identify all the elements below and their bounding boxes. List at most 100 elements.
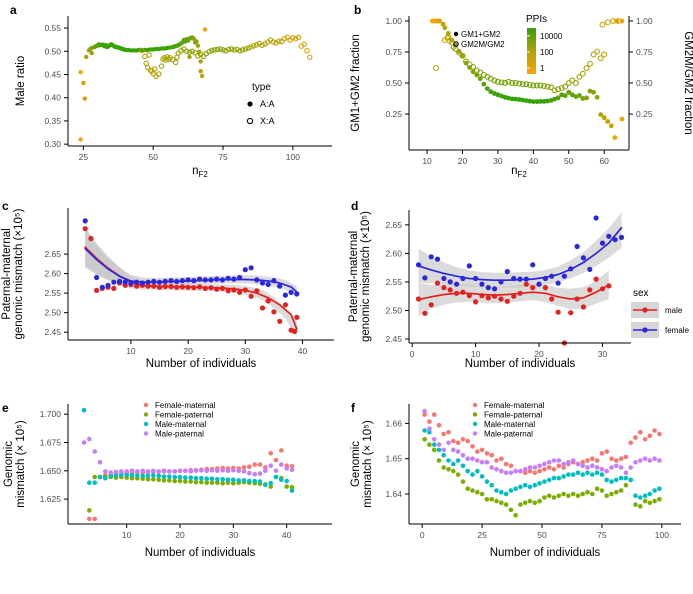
svg-text:1.64: 1.64 <box>385 489 402 499</box>
svg-text:genomic mismatch (×10⁵): genomic mismatch (×10⁵) <box>13 208 25 339</box>
svg-text:1.66: 1.66 <box>385 418 402 428</box>
svg-text:2.50: 2.50 <box>385 305 402 315</box>
svg-text:2.55: 2.55 <box>44 288 61 298</box>
svg-text:Number of individuals: Number of individuals <box>146 358 257 370</box>
svg-text:20: 20 <box>458 156 468 166</box>
svg-text:GM1+GM2 fraction: GM1+GM2 fraction <box>350 34 362 131</box>
svg-text:0.75: 0.75 <box>385 47 402 57</box>
svg-text:0.55: 0.55 <box>44 23 61 33</box>
svg-text:Male-maternal: Male-maternal <box>155 420 206 429</box>
svg-text:100: 100 <box>540 48 554 57</box>
svg-text:0.50: 0.50 <box>636 78 653 88</box>
svg-text:mismatch (× 10⁵): mismatch (× 10⁵) <box>362 420 374 508</box>
panel-e: e 10 20 30 40 1.625 1.650 1.675 1.700 Number of … <box>0 370 347 594</box>
svg-text:Female-maternal: Female-maternal <box>484 401 545 410</box>
svg-text:A:A: A:A <box>260 99 275 109</box>
svg-text:type: type <box>252 82 271 93</box>
panel-b: b 10 20 30 40 50 60 0.25 0.25 0.50 0.50 0.75 0.75 1.… <box>347 0 693 180</box>
svg-text:2.45: 2.45 <box>44 327 61 337</box>
panel-e-plot: 10 20 30 40 1.625 1.650 1.675 1.700 Number of in… <box>3 401 332 559</box>
svg-text:Number of individuals: Number of individuals <box>145 547 256 559</box>
svg-text:PPIs: PPIs <box>526 14 547 25</box>
panel-e-label: e <box>2 401 9 415</box>
svg-text:30: 30 <box>241 346 251 356</box>
svg-text:50: 50 <box>564 156 574 166</box>
svg-text:GM2M/GM2 fraction: GM2M/GM2 fraction <box>682 31 693 135</box>
svg-text:sex: sex <box>633 288 649 299</box>
svg-text:0.25: 0.25 <box>636 109 653 119</box>
svg-text:nF2: nF2 <box>511 165 527 179</box>
svg-text:100: 100 <box>286 152 300 162</box>
svg-text:100: 100 <box>655 530 669 540</box>
svg-text:2.65: 2.65 <box>44 249 61 259</box>
svg-text:1.650: 1.650 <box>40 466 62 476</box>
svg-text:0: 0 <box>410 349 415 359</box>
svg-text:1.675: 1.675 <box>40 437 62 447</box>
svg-text:1: 1 <box>540 64 545 73</box>
svg-text:Number of individuals: Number of individuals <box>490 547 601 559</box>
panel-c-plot: 10 20 30 40 2.45 2.50 2.55 2.60 2.65 Number of in… <box>1 208 334 370</box>
svg-text:10: 10 <box>122 530 132 540</box>
panel-f-plot: 0 25 50 75 100 1.64 1.65 1.66 Number of individu… <box>350 401 681 559</box>
panel-a-label: a <box>10 3 17 17</box>
svg-text:10: 10 <box>471 349 481 359</box>
svg-text:GM2M/GM2: GM2M/GM2 <box>461 40 505 49</box>
svg-text:2.55: 2.55 <box>385 277 402 287</box>
svg-text:30: 30 <box>229 530 239 540</box>
svg-text:40: 40 <box>282 530 292 540</box>
svg-text:2.45: 2.45 <box>385 334 402 344</box>
svg-text:0.40: 0.40 <box>44 93 61 103</box>
svg-text:Female-maternal: Female-maternal <box>155 401 216 410</box>
panel-d-plot: 0 10 20 30 2.45 2.50 2.55 2.60 2.65 Number of ind… <box>348 210 690 370</box>
svg-text:0.75: 0.75 <box>636 47 653 57</box>
svg-text:0.45: 0.45 <box>44 70 61 80</box>
svg-text:10000: 10000 <box>540 32 563 41</box>
svg-text:1.00: 1.00 <box>385 16 402 26</box>
svg-text:20: 20 <box>183 346 193 356</box>
svg-text:1.700: 1.700 <box>40 409 62 419</box>
svg-text:0.35: 0.35 <box>44 116 61 126</box>
svg-text:Paternal-maternal: Paternal-maternal <box>1 228 13 319</box>
svg-text:25: 25 <box>79 152 89 162</box>
svg-text:60: 60 <box>599 156 609 166</box>
panel-c: c 10 20 30 40 2.45 2.50 2.55 2.60 2.65 Number of … <box>0 180 347 370</box>
svg-text:2.60: 2.60 <box>44 269 61 279</box>
svg-text:75: 75 <box>597 530 607 540</box>
svg-text:20: 20 <box>534 349 544 359</box>
svg-text:0.25: 0.25 <box>385 109 402 119</box>
svg-text:Male ratio: Male ratio <box>15 56 27 107</box>
svg-text:Genomic: Genomic <box>3 441 15 487</box>
panel-f-label: f <box>351 401 355 415</box>
panel-c-label: c <box>2 199 9 213</box>
svg-text:10: 10 <box>422 156 432 166</box>
svg-text:nF2: nF2 <box>192 165 208 179</box>
panel-b-plot: 10 20 30 40 50 60 0.25 0.25 0.50 0.50 0.75 0.75 1.00… <box>350 14 693 179</box>
svg-text:X:A: X:A <box>260 116 275 126</box>
svg-text:10: 10 <box>126 346 136 356</box>
svg-text:50: 50 <box>537 530 547 540</box>
svg-text:1.00: 1.00 <box>636 16 653 26</box>
svg-text:2.50: 2.50 <box>44 308 61 318</box>
svg-text:Paternal-maternal: Paternal-maternal <box>348 231 360 322</box>
panel-d: d 0 10 20 30 2.45 2.50 2.55 2.60 2.65 Number of i… <box>347 180 693 370</box>
panel-a: a 25 50 75 100 0.30 0.35 0.40 0.45 0.50 0.55 nF2 Ma… <box>0 0 347 180</box>
svg-text:female: female <box>665 326 690 335</box>
svg-text:0.30: 0.30 <box>44 139 61 149</box>
svg-text:Female-paternal: Female-paternal <box>484 411 542 420</box>
svg-text:2.60: 2.60 <box>385 248 402 258</box>
panel-a-plot: 25 50 75 100 0.30 0.35 0.40 0.45 0.50 0.55 nF2 Male… <box>15 16 332 179</box>
svg-text:Number of individuals: Number of individuals <box>465 358 576 370</box>
svg-text:Male-paternal: Male-paternal <box>155 430 204 439</box>
svg-text:40: 40 <box>529 156 539 166</box>
svg-text:1.625: 1.625 <box>40 494 62 504</box>
svg-text:genomic mismatch (×10⁵): genomic mismatch (×10⁵) <box>360 211 372 342</box>
svg-text:20: 20 <box>175 530 185 540</box>
svg-text:0.50: 0.50 <box>44 46 61 56</box>
svg-text:40: 40 <box>298 346 308 356</box>
svg-text:mismatch (× 10⁵): mismatch (× 10⁵) <box>15 420 27 508</box>
svg-text:30: 30 <box>598 349 608 359</box>
panel-d-label: d <box>351 199 359 213</box>
svg-text:75: 75 <box>218 152 228 162</box>
svg-text:Female-paternal: Female-paternal <box>155 411 213 420</box>
